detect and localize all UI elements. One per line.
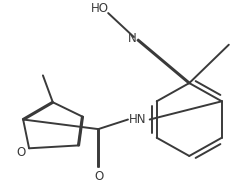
Text: HO: HO <box>91 2 109 15</box>
Text: O: O <box>95 170 104 183</box>
Text: O: O <box>17 146 26 159</box>
Text: N: N <box>127 33 136 46</box>
Text: HN: HN <box>129 113 147 126</box>
